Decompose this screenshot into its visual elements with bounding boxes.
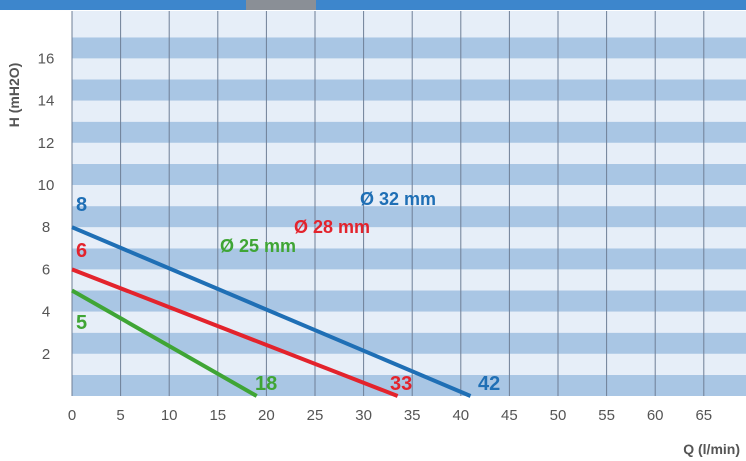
vertical-gridlines <box>71 11 705 396</box>
x-tick-label: 15 <box>209 407 226 424</box>
series-end-label: 42 <box>478 373 500 395</box>
x-tick-label: 40 <box>452 407 469 424</box>
series-name-label: Ø 25 mm <box>220 236 296 256</box>
series-name-label: Ø 32 mm <box>360 189 436 209</box>
plot-band <box>72 100 746 122</box>
plot-band <box>72 206 746 228</box>
y-tick-label: 6 <box>42 261 50 278</box>
x-tick-label: 25 <box>307 407 324 424</box>
y-tick-label: 8 <box>42 219 50 236</box>
y-tick-labels: 2 4 6 8 10 12 14 16 <box>38 50 55 362</box>
series-line <box>71 225 472 398</box>
plot-band <box>72 185 746 207</box>
series-end-label: 33 <box>390 373 412 395</box>
plot-band <box>72 374 746 396</box>
plot-band <box>72 269 746 291</box>
x-tick-label: 5 <box>116 407 124 424</box>
plot-band <box>72 37 746 59</box>
series-start-label: 6 <box>76 240 87 262</box>
series-end-label: 18 <box>255 373 277 395</box>
plot-band <box>72 58 746 80</box>
y-tick-label: 16 <box>38 50 55 67</box>
header-banner <box>0 0 746 10</box>
plot-band <box>72 121 746 143</box>
y-tick-label: 4 <box>42 304 50 321</box>
plot-bands <box>72 11 746 396</box>
x-tick-label: 55 <box>598 407 615 424</box>
x-tick-label: 60 <box>647 407 664 424</box>
plot-band <box>72 290 746 312</box>
x-tick-label: 10 <box>161 407 178 424</box>
plot-band <box>72 353 746 375</box>
plot-band <box>72 227 746 249</box>
series-line <box>71 267 399 398</box>
series-labels: Ø 32 mm 8 42 Ø 28 mm 6 33 Ø 25 mm 5 18 <box>76 189 500 395</box>
y-tick-label: 10 <box>38 177 55 194</box>
y-tick-label: 2 <box>42 346 50 363</box>
x-tick-labels: 0 5 10 15 20 25 30 35 40 45 50 55 60 65 <box>68 407 712 424</box>
series-start-label: 5 <box>76 312 87 334</box>
plot-band <box>72 79 746 101</box>
x-tick-label: 30 <box>355 407 372 424</box>
plot-band <box>72 163 746 185</box>
series-start-label: 8 <box>76 194 87 216</box>
plot-band <box>72 11 746 38</box>
plot-band <box>72 142 746 164</box>
series-line <box>71 288 258 398</box>
x-axis-label: Q (l/min) <box>683 441 740 457</box>
series-lines <box>71 225 472 398</box>
header-banner-strip <box>0 0 746 10</box>
plot-band <box>72 332 746 354</box>
y-axis-label: H (mH2O) <box>6 63 22 128</box>
series-name-label: Ø 28 mm <box>294 217 370 237</box>
y-tick-label: 12 <box>38 135 55 152</box>
plot-band <box>72 311 746 333</box>
header-banner-photo <box>246 0 316 10</box>
x-tick-label: 65 <box>695 407 712 424</box>
x-tick-label: 20 <box>258 407 275 424</box>
x-tick-label: 35 <box>404 407 421 424</box>
x-tick-label: 45 <box>501 407 518 424</box>
plot-band <box>72 248 746 270</box>
x-tick-label: 0 <box>68 407 76 424</box>
y-tick-label: 14 <box>38 93 55 110</box>
x-tick-label: 50 <box>550 407 567 424</box>
